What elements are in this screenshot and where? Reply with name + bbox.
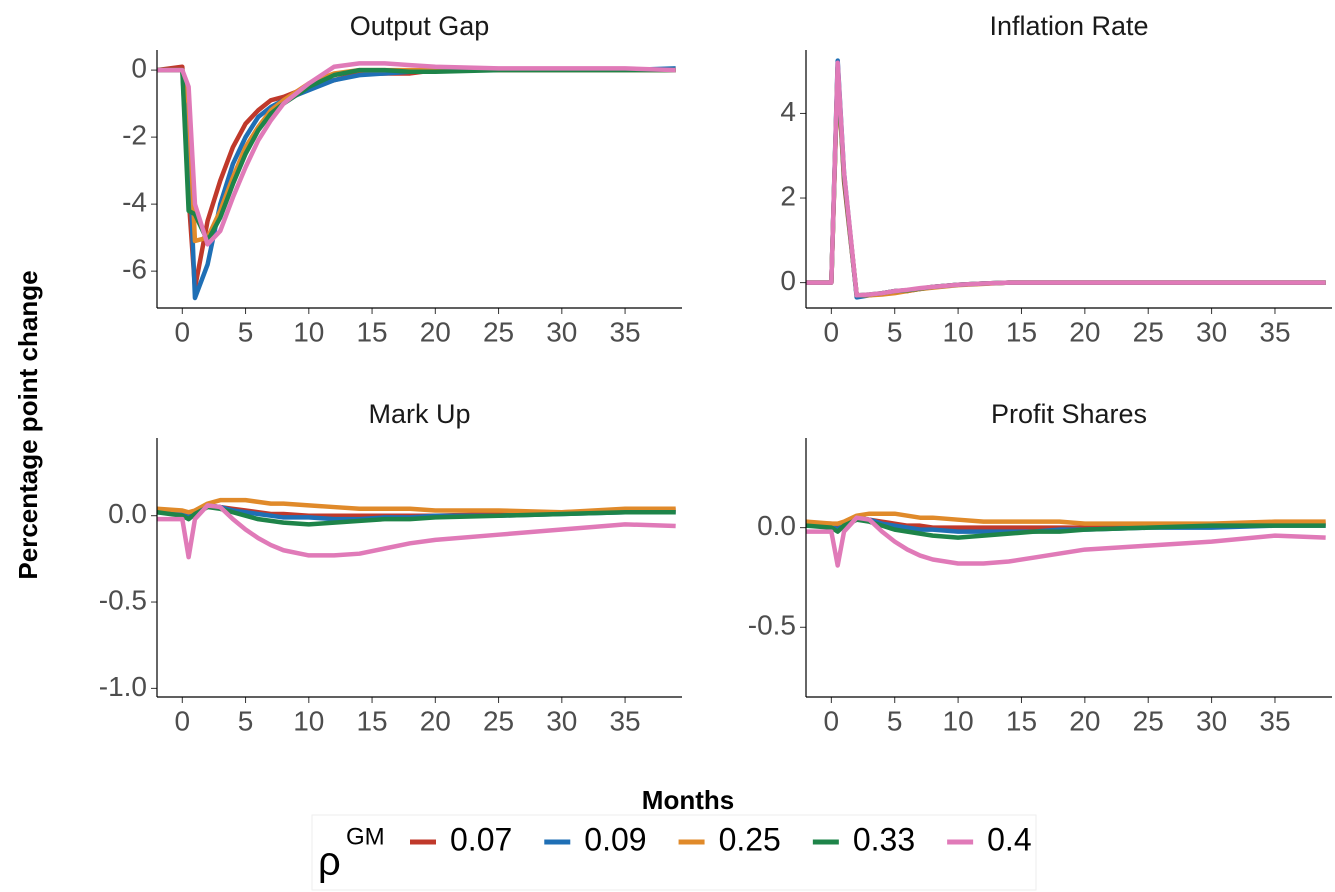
x-tick-label: 35: [1259, 705, 1290, 736]
y-tick-label: -2: [122, 120, 147, 151]
legend-label: 0.25: [719, 821, 781, 857]
y-tick-label: 2: [780, 180, 796, 211]
series-line: [806, 64, 1326, 298]
x-tick-label: 35: [609, 316, 640, 347]
panel-title: Mark Up: [368, 399, 470, 429]
x-tick-label: 25: [1133, 316, 1164, 347]
x-tick-label: 10: [293, 316, 324, 347]
x-tick-label: 25: [483, 705, 514, 736]
y-tick-label: 0: [780, 265, 796, 296]
x-tick-label: 30: [1196, 316, 1227, 347]
legend-box: [311, 814, 1037, 891]
y-tick-label: -4: [122, 187, 147, 218]
legend-label: 0.33: [853, 821, 915, 857]
panel-title: Profit Shares: [991, 399, 1147, 429]
legend-label: 0.09: [584, 821, 646, 857]
x-tick-label: 20: [1069, 705, 1100, 736]
x-tick-label: 15: [1006, 316, 1037, 347]
x-tick-label: 5: [887, 705, 903, 736]
series-line: [806, 58, 1326, 300]
x-tick-label: 0: [824, 316, 840, 347]
x-tick-label: 15: [356, 316, 387, 347]
x-tick-label: 0: [175, 705, 191, 736]
x-tick-label: 10: [943, 705, 974, 736]
series-line: [806, 60, 1326, 298]
x-tick-label: 20: [420, 705, 451, 736]
legend-title-sup: GM: [346, 823, 385, 850]
x-tick-label: 5: [238, 705, 254, 736]
legend-label: 0.07: [450, 821, 512, 857]
series-line: [806, 68, 1326, 298]
x-tick-label: 35: [1259, 316, 1290, 347]
y-tick-label: 0: [131, 52, 147, 83]
x-tick-label: 30: [546, 705, 577, 736]
series-line: [805, 511, 1326, 526]
series-line: [157, 503, 676, 560]
x-tick-label: 30: [546, 316, 577, 347]
legend-title: ρ: [318, 840, 341, 884]
y-tick-label: 4: [780, 96, 796, 127]
legend-label: 0.4: [987, 821, 1031, 857]
y-tick-label: 0.0: [108, 498, 147, 529]
x-tick-label: 10: [293, 705, 324, 736]
x-tick-label: 35: [609, 705, 640, 736]
y-axis-title: Percentage point change: [13, 270, 43, 579]
x-tick-label: 15: [356, 705, 387, 736]
x-tick-label: 25: [483, 316, 514, 347]
panel-title: Output Gap: [350, 11, 490, 41]
series-line: [806, 515, 1326, 568]
x-tick-label: 20: [1069, 316, 1100, 347]
x-tick-label: 15: [1006, 705, 1037, 736]
series-line: [156, 497, 676, 515]
y-tick-label: -0.5: [748, 610, 796, 641]
panel-title: Inflation Rate: [989, 11, 1148, 41]
x-tick-label: 5: [238, 316, 254, 347]
x-tick-label: 25: [1133, 705, 1164, 736]
x-axis-title: Months: [642, 785, 734, 815]
y-tick-label: 0.0: [757, 510, 796, 541]
x-tick-label: 0: [824, 705, 840, 736]
y-tick-label: -0.5: [99, 584, 147, 615]
y-tick-label: -1.0: [99, 671, 147, 702]
x-tick-label: 30: [1196, 705, 1227, 736]
series-line: [157, 61, 676, 247]
series-line: [806, 64, 1326, 298]
y-tick-label: -6: [122, 254, 147, 285]
x-tick-label: 10: [943, 316, 974, 347]
x-tick-label: 5: [887, 316, 903, 347]
x-tick-label: 0: [175, 316, 191, 347]
x-tick-label: 20: [420, 316, 451, 347]
